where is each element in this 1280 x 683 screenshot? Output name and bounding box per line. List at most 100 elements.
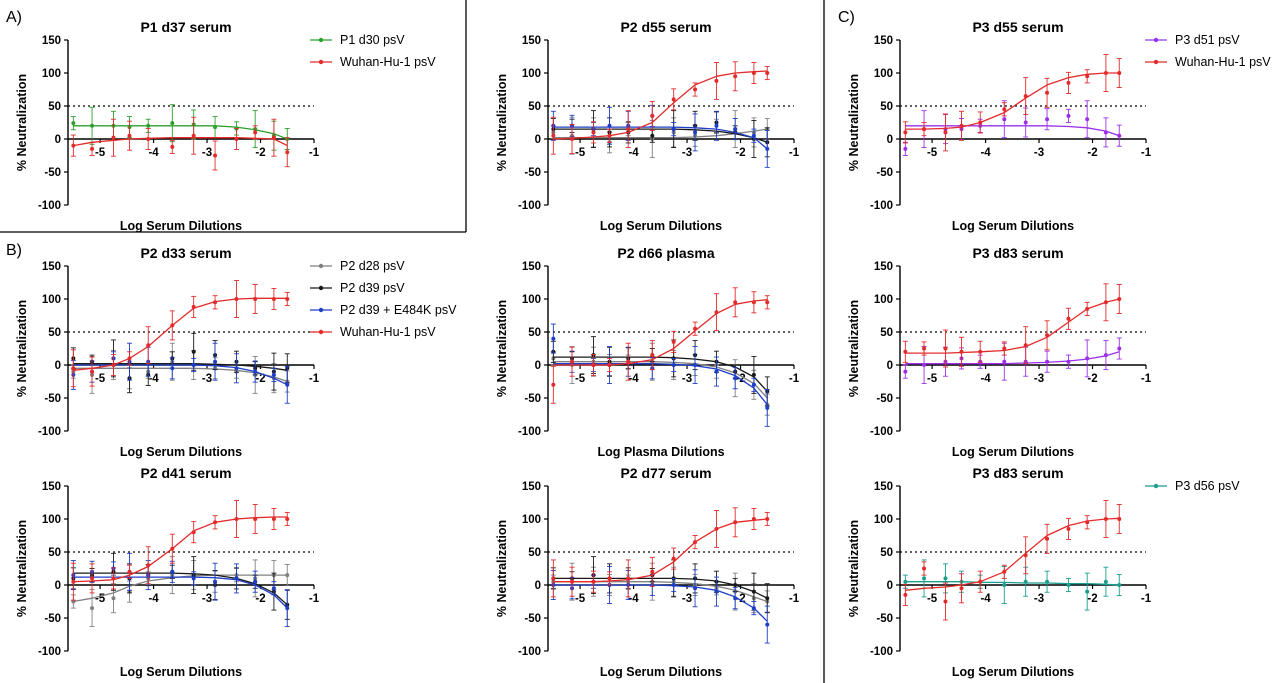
chart-8: P2 d77 serum 150 100 50 0 -50 -100 % Neutraliza… xyxy=(495,465,800,679)
x-tick-label: -5 xyxy=(95,147,106,159)
data-point xyxy=(751,589,756,594)
data-point xyxy=(213,579,218,584)
data-point xyxy=(1066,80,1071,85)
data-point xyxy=(903,592,908,597)
data-point xyxy=(1002,117,1007,122)
data-point xyxy=(1002,346,1007,351)
y-axis-label: % Neutralization xyxy=(847,74,861,171)
fit-curve xyxy=(73,125,288,140)
data-point xyxy=(751,372,756,377)
fit-curve xyxy=(553,70,768,140)
x-tick-label: -4 xyxy=(628,593,639,605)
data-point xyxy=(1117,346,1122,351)
data-point xyxy=(271,135,276,140)
data-point xyxy=(71,121,76,126)
data-point xyxy=(111,576,116,581)
legend-2: P2 d28 psV P2 d39 psV P2 d39 + E484K psV Wu… xyxy=(310,259,457,339)
chart-3: P3 d55 serum 150 100 50 0 -50 -100 % Neutraliza… xyxy=(847,19,1152,233)
data-point xyxy=(650,133,655,138)
y-tick-label: 150 xyxy=(522,35,541,47)
y-tick-label: -50 xyxy=(44,167,61,179)
y-tick-label: 150 xyxy=(42,261,61,273)
x-tick-label: -3 xyxy=(202,147,212,159)
y-tick-label: -100 xyxy=(38,426,61,438)
series-wuhan-hu-1-psv xyxy=(70,116,290,171)
data-point xyxy=(570,579,575,584)
y-tick-label: 100 xyxy=(42,514,61,526)
legend-swatch-marker xyxy=(318,37,324,43)
data-point xyxy=(127,356,132,361)
data-point xyxy=(1117,297,1122,301)
data-point xyxy=(170,323,175,328)
data-point xyxy=(733,520,738,525)
fit-curve xyxy=(905,581,1120,586)
data-point xyxy=(285,517,290,521)
data-point xyxy=(271,372,276,377)
chart-1: P1 d37 serum 150 100 50 0 -50 -100 % Neutraliza… xyxy=(15,19,320,233)
data-point xyxy=(1117,517,1122,521)
data-point xyxy=(1045,536,1050,541)
y-tick-label: 100 xyxy=(522,514,541,526)
legends-layer: P1 d30 psV Wuhan-Hu-1 psV P2 d28 psV P2 d39… xyxy=(310,33,1271,493)
data-point xyxy=(170,366,175,371)
x-axis-label: Log Serum Dilutions xyxy=(952,445,1074,459)
fit-curve xyxy=(73,516,288,583)
x-axis-label: Log Serum Dilutions xyxy=(600,665,722,679)
data-point xyxy=(146,563,151,568)
y-tick-label: -50 xyxy=(876,167,893,179)
y-tick-label: 0 xyxy=(887,134,893,146)
fit-curve xyxy=(553,518,768,583)
y-tick-label: -50 xyxy=(44,393,61,405)
legend-swatch-marker xyxy=(318,263,324,269)
y-tick-label: 50 xyxy=(880,327,893,339)
data-point xyxy=(765,517,770,521)
x-tick-label: -1 xyxy=(789,593,800,605)
data-point xyxy=(111,596,116,601)
y-axis-label: % Neutralization xyxy=(495,74,509,171)
x-tick-label: -4 xyxy=(980,147,991,159)
data-point xyxy=(765,300,770,305)
data-point xyxy=(751,300,756,305)
x-tick-label: -5 xyxy=(575,147,586,159)
data-point xyxy=(170,569,175,574)
x-tick-label: -1 xyxy=(309,373,320,385)
x-tick-label: -2 xyxy=(255,593,265,605)
data-point xyxy=(90,369,95,374)
data-point xyxy=(551,382,556,387)
y-tick-label: 0 xyxy=(887,580,893,592)
data-point xyxy=(591,579,596,584)
data-point xyxy=(626,359,631,364)
data-point xyxy=(1023,343,1028,348)
data-point xyxy=(1066,113,1071,118)
data-point xyxy=(146,137,151,141)
data-point xyxy=(591,130,596,135)
data-point xyxy=(1103,353,1108,358)
chart-4: P2 d33 serum 150 100 50 0 -50 -100 % Neutraliza… xyxy=(15,245,320,459)
y-tick-label: 150 xyxy=(522,481,541,493)
fit-curve xyxy=(553,584,768,622)
legend-entry-label: Wuhan-Hu-1 psV xyxy=(340,325,436,339)
y-tick-label: -100 xyxy=(518,426,541,438)
x-tick-label: -4 xyxy=(980,593,991,605)
data-point xyxy=(765,622,770,627)
data-point xyxy=(671,556,676,561)
data-point xyxy=(650,113,655,118)
y-tick-label: 50 xyxy=(880,547,893,559)
y-axis-label: % Neutralization xyxy=(847,300,861,397)
data-point xyxy=(733,376,738,381)
series-wuhan-hu-1-psv xyxy=(550,287,770,404)
data-point xyxy=(285,606,290,611)
data-point xyxy=(191,349,196,354)
data-point xyxy=(733,127,738,132)
data-point xyxy=(671,97,676,102)
data-point xyxy=(1103,130,1108,135)
data-point xyxy=(1117,133,1122,138)
data-point xyxy=(693,326,698,331)
fit-curve xyxy=(553,361,768,399)
data-point xyxy=(903,130,908,135)
y-tick-label: 50 xyxy=(48,547,61,559)
data-point xyxy=(1085,74,1090,79)
y-tick-label: 100 xyxy=(42,68,61,80)
data-point xyxy=(551,133,556,138)
